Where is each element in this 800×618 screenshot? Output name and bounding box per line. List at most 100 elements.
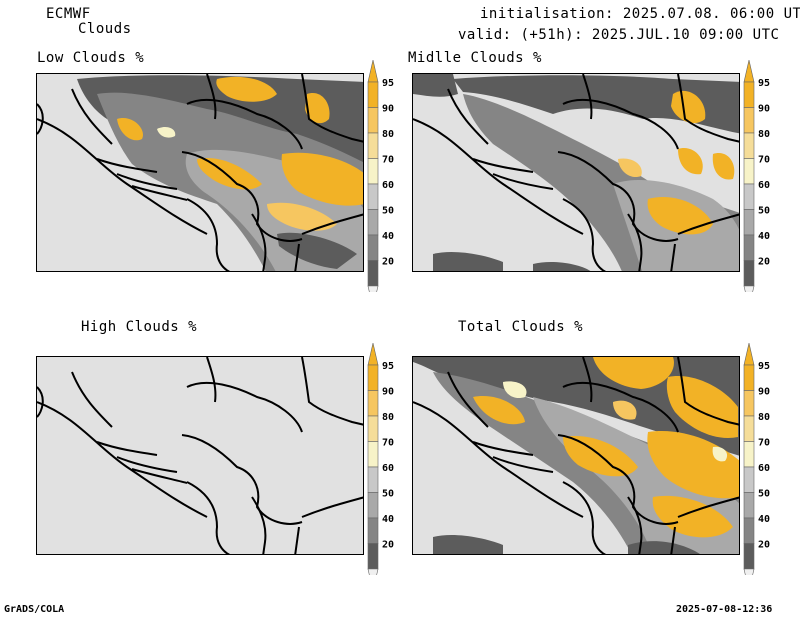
map-panel-middle — [412, 73, 740, 272]
colorbar-segment — [743, 492, 755, 519]
map-panel-high — [36, 356, 364, 555]
colorbar-tick-label: 95 — [758, 361, 770, 372]
colorbar-tick-label: 95 — [382, 361, 394, 372]
colorbar-segment — [367, 132, 379, 159]
colorbar-segment — [743, 183, 755, 210]
colorbar-segment — [743, 209, 755, 236]
colorbar-segment — [743, 158, 755, 185]
middle-cloud-cover — [413, 74, 739, 271]
colorbar-svg: 95 90 80 70 60 50 40 20 — [743, 342, 770, 592]
colorbar-segment — [367, 183, 379, 210]
colorbar-tick-label: 70 — [758, 155, 770, 166]
colorbar-tick-label: 40 — [382, 231, 394, 242]
colorbar-segment — [743, 543, 755, 570]
colorbar-tick-label: 90 — [382, 104, 394, 115]
total-cloud-cover — [413, 357, 739, 554]
colorbar-segment — [743, 390, 755, 417]
low-clouds-map — [37, 74, 363, 271]
footer-timestamp: 2025-07-08-12:36 — [676, 604, 773, 615]
colorbar-segment — [367, 543, 379, 570]
colorbar-segment — [743, 260, 755, 287]
colorbar-tick-label: 80 — [758, 129, 770, 140]
panel-title-high: High Clouds % — [81, 319, 198, 335]
colorbar-segment — [743, 441, 755, 468]
colorbar-tick-label: 60 — [382, 463, 394, 474]
colorbar-tick-label: 60 — [758, 180, 770, 191]
model-label: ECMWF — [46, 6, 91, 22]
colorbar-segment — [367, 81, 379, 108]
colorbar-segment — [367, 234, 379, 261]
colorbar-middle: 95 90 80 70 60 50 40 20 — [742, 59, 776, 309]
colorbar-segment — [743, 81, 755, 108]
colorbar-segment — [743, 107, 755, 134]
colorbar-low: 95 90 80 70 60 50 40 20 — [366, 59, 400, 309]
footer-software-label: GrADS/COLA — [4, 604, 65, 615]
colorbar-svg: 95 90 80 70 60 50 40 20 — [367, 342, 394, 592]
middle-borders — [413, 74, 739, 271]
colorbar-tick-label: 40 — [382, 514, 394, 525]
colorbar-tick-label: 80 — [758, 412, 770, 423]
colorbar-tick-label: 20 — [758, 257, 770, 268]
colorbar-segment — [367, 158, 379, 185]
low-borders — [37, 74, 363, 271]
colorbar-tick-label: 20 — [382, 540, 394, 551]
colorbar-tick-label: 70 — [382, 438, 394, 449]
panel-title-low: Low Clouds % — [37, 50, 145, 66]
colorbar-segment — [367, 517, 379, 544]
init-line: initialisation: 2025.07.08. 06:00 UTC — [480, 6, 800, 22]
colorbar-segment — [367, 415, 379, 442]
panel-title-total: Total Clouds % — [458, 319, 584, 335]
colorbar-tick-label: 50 — [382, 489, 394, 500]
colorbar-segment — [367, 260, 379, 287]
colorbar-total: 95 90 80 70 60 50 40 20 — [742, 342, 776, 592]
colorbar-tick-label: 90 — [382, 387, 394, 398]
colorbar-svg: 95 90 80 70 60 50 40 20 — [367, 59, 394, 309]
colorbar-svg: 95 90 80 70 60 50 40 20 — [743, 59, 770, 309]
colorbar-segment — [367, 390, 379, 417]
colorbar-bottom-arrow — [367, 568, 379, 592]
colorbar-tick-label: 40 — [758, 231, 770, 242]
total-clouds-map — [413, 357, 739, 554]
colorbar-tick-label: 50 — [758, 489, 770, 500]
high-borders — [37, 357, 363, 554]
colorbar-top-arrow — [367, 59, 379, 83]
colorbar-top-arrow — [743, 59, 755, 83]
colorbar-segment — [743, 517, 755, 544]
colorbar-segment — [367, 441, 379, 468]
total-borders — [413, 357, 739, 554]
colorbar-tick-label: 90 — [758, 104, 770, 115]
colorbar-bottom-arrow — [743, 285, 755, 309]
colorbar-top-arrow — [367, 342, 379, 366]
colorbar-tick-label: 80 — [382, 412, 394, 423]
colorbar-segment — [367, 364, 379, 391]
colorbar-tick-label: 60 — [758, 463, 770, 474]
colorbar-segment — [743, 466, 755, 493]
colorbar-tick-label: 20 — [382, 257, 394, 268]
colorbar-tick-label: 50 — [382, 206, 394, 217]
map-panel-low — [36, 73, 364, 272]
colorbar-top-arrow — [743, 342, 755, 366]
middle-clouds-map — [413, 74, 739, 271]
colorbar-segment — [743, 132, 755, 159]
colorbar-segment — [367, 107, 379, 134]
colorbar-tick-label: 60 — [382, 180, 394, 191]
colorbar-segment — [743, 364, 755, 391]
colorbar-tick-label: 70 — [758, 438, 770, 449]
map-panel-total — [412, 356, 740, 555]
colorbar-segment — [743, 234, 755, 261]
colorbar-bottom-arrow — [367, 285, 379, 309]
colorbar-tick-label: 20 — [758, 540, 770, 551]
colorbar-tick-label: 40 — [758, 514, 770, 525]
panel-title-middle: Midlle Clouds % — [408, 50, 542, 66]
product-label: Clouds — [78, 21, 132, 37]
colorbar-bottom-arrow — [743, 568, 755, 592]
high-clouds-map — [37, 357, 363, 554]
colorbar-tick-label: 95 — [382, 78, 394, 89]
colorbar-segment — [743, 415, 755, 442]
colorbar-segment — [367, 209, 379, 236]
low-cloud-cover — [77, 75, 363, 271]
colorbar-tick-label: 50 — [758, 206, 770, 217]
colorbar-high: 95 90 80 70 60 50 40 20 — [366, 342, 400, 592]
colorbar-segment — [367, 492, 379, 519]
colorbar-segment — [367, 466, 379, 493]
